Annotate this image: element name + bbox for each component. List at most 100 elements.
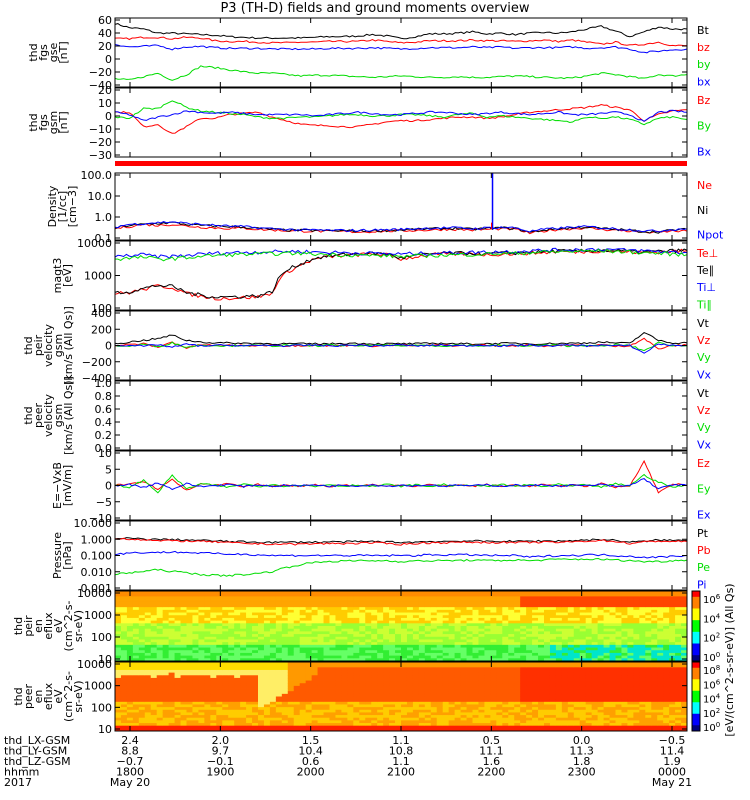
y-axis-label: (cm^2-s- xyxy=(62,671,75,722)
y-tick-label: 20 xyxy=(98,84,112,97)
time-axis-row-label: hhmm xyxy=(4,766,39,779)
y-axis-label: peer xyxy=(22,684,35,710)
time-axis-value: −0.5 xyxy=(659,734,686,747)
colorbar-label: [eV/(cm^2-s-sr-eV)] (All Qs) xyxy=(723,583,736,736)
legend-Pi: Pi xyxy=(697,578,706,591)
y-tick-label: 10.000 xyxy=(74,517,113,530)
colorbar-upper: 106 104 102 100 xyxy=(691,590,721,664)
y-axis-label: [km/s (All Qs)] xyxy=(62,306,75,385)
y-tick-label: −30 xyxy=(89,149,112,162)
series-Pt xyxy=(114,537,688,544)
time-axis-value: 1.1 xyxy=(392,755,410,768)
series-Vt xyxy=(114,332,688,346)
y-tick-label: 1.0 xyxy=(95,377,113,390)
y-axis-label: gsm xyxy=(52,404,65,427)
y-axis-label: [eV] xyxy=(61,264,74,287)
series-bz xyxy=(114,36,687,47)
y-tick-label: 10 xyxy=(98,447,112,460)
y-axis-label: gsm xyxy=(47,111,60,134)
panel-temperature: 10000 1000 100 magt3[eV] Te⊥ Te∥ Ti⊥ Ti∥ xyxy=(51,237,718,315)
colorbar-tick: 100 xyxy=(703,721,720,734)
y-axis-label: [km/s (All Qs)] xyxy=(62,376,75,455)
y-axis-label: en xyxy=(32,690,45,704)
legend-Npot: Npot xyxy=(697,229,724,242)
y-tick-label: −200 xyxy=(82,356,112,369)
time-axis-value: 10.4 xyxy=(298,745,323,758)
time-axis-value: 1.9 xyxy=(663,755,681,768)
legend-Ni: Ni xyxy=(697,204,708,217)
legend-Ez: Ez xyxy=(697,457,710,470)
time-axis-value: 2000 xyxy=(297,766,325,779)
y-tick-label: 1.0 xyxy=(95,211,113,224)
series-By xyxy=(114,100,688,126)
legend-bz: bz xyxy=(697,41,710,54)
series-Bx xyxy=(114,109,688,122)
y-tick-label: 10 xyxy=(98,653,112,666)
legend-By: By xyxy=(697,120,712,133)
y-tick-label: 60 xyxy=(98,14,112,27)
time-axis-value: 1.6 xyxy=(483,755,501,768)
y-tick-label: 0 xyxy=(105,340,112,353)
colorbar-tick: 104 xyxy=(703,693,721,706)
legend-Bt: Bt xyxy=(697,24,710,37)
y-tick-label: 0 xyxy=(105,480,112,493)
legend-Ex: Ex xyxy=(697,508,711,521)
legend-Pb: Pb xyxy=(697,544,711,557)
legend-Vz: Vz xyxy=(697,404,711,417)
legend-Pt: Pt xyxy=(697,527,709,540)
panel-peer_energy_flux: 10000 1000 100 10 thdpeerenefluxeV(cm^2-s-sr… xyxy=(12,658,688,736)
series-Pe xyxy=(114,557,688,577)
series-Ex xyxy=(114,478,688,491)
y-axis-label: fgs xyxy=(37,44,50,61)
legend-bx: bx xyxy=(697,75,711,88)
time-axis-value: 2.4 xyxy=(121,734,139,747)
legend-Te∥: Te∥ xyxy=(696,264,714,277)
y-axis-label: Density xyxy=(46,185,59,227)
y-axis-label: sr-eV) xyxy=(72,610,85,642)
y-tick-label: 0.100 xyxy=(81,550,113,563)
time-axis-value: 2100 xyxy=(387,766,415,779)
series-Ti∥ xyxy=(114,248,688,262)
panel-peer_velocity: 1.00.80.60.40.20.0 thdpeervelocitygsm[km/… xyxy=(22,376,712,455)
heatmap-cells xyxy=(115,662,688,732)
time-axis-value: 0.5 xyxy=(483,734,501,747)
time-axis-value: 2300 xyxy=(568,766,596,779)
series-Bt xyxy=(114,23,688,40)
series-Ti⊥ xyxy=(114,247,688,260)
legend-Ne: Ne xyxy=(697,179,712,192)
y-tick-label: −10 xyxy=(89,512,112,525)
y-axis-label: fgs xyxy=(37,114,50,131)
series-by xyxy=(114,65,688,81)
y-axis-label: velocity xyxy=(42,324,55,367)
y-tick-label: 0.8 xyxy=(95,390,113,403)
time-axis-value: 10.8 xyxy=(389,745,414,758)
y-tick-label: 10000 xyxy=(77,587,112,600)
time-axis-value: 0000 xyxy=(658,766,686,779)
time-axis-row-label: thd_LZ-GSM xyxy=(4,755,71,768)
legend-Ti∥: Ti∥ xyxy=(696,298,712,311)
y-axis-label: thd xyxy=(22,406,35,424)
time-axis-value: 1.5 xyxy=(302,734,320,747)
time-axis-row-label: thd_LX-GSM xyxy=(4,734,70,747)
y-tick-label: 10 xyxy=(98,723,112,736)
y-tick-label: 100 xyxy=(91,701,112,714)
legend-Vt: Vt xyxy=(697,387,710,400)
colorbar-tick: 108 xyxy=(703,664,720,677)
y-axis-label: velocity xyxy=(42,394,55,437)
series-Pi xyxy=(114,550,688,559)
panel-frame xyxy=(114,380,688,451)
legend-Vt: Vt xyxy=(697,317,710,330)
time-axis-value: 11.4 xyxy=(660,745,685,758)
time-axis-value: May 20 xyxy=(110,776,150,789)
y-tick-label: 0.001 xyxy=(81,582,113,595)
y-axis-label: eV xyxy=(52,618,65,633)
y-tick-label: 10.0 xyxy=(88,190,113,203)
panel-frame xyxy=(114,87,688,158)
time-axis-value: 9.7 xyxy=(212,745,230,758)
y-axis-label: eV xyxy=(52,689,65,704)
time-axis-value: −0.1 xyxy=(207,755,234,768)
